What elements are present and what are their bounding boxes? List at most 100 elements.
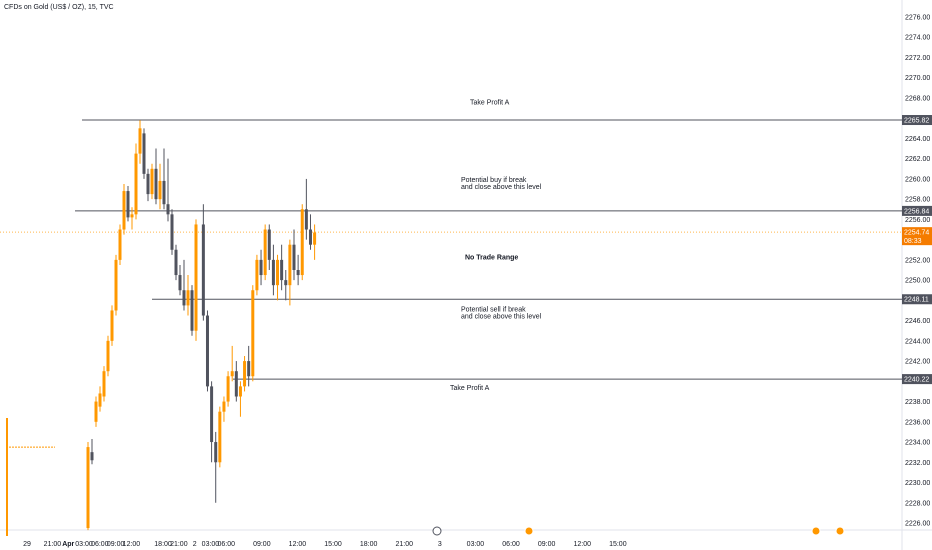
candle [214, 431, 218, 503]
candle [313, 224, 317, 260]
annotation-text: Potential buy if break [461, 177, 527, 184]
x-tick-label: 21:00 [170, 541, 188, 548]
x-tick-label: Apr [62, 541, 74, 548]
y-tick-label: 2230.00 [905, 480, 930, 487]
candle-body [313, 232, 317, 245]
level-badge-label: 2265.82 [904, 118, 929, 125]
level-badge [902, 115, 932, 126]
candle-body [158, 180, 162, 200]
y-tick-label: 2246.00 [905, 318, 930, 325]
candle-body [126, 191, 130, 218]
x-tick-label: 03:00 [202, 541, 220, 548]
candle-body [201, 224, 205, 316]
y-tick-label: 2262.00 [905, 156, 930, 163]
y-tick-label: 2244.00 [905, 338, 930, 345]
candle [138, 120, 142, 164]
candle-body [210, 386, 214, 443]
level-badge [902, 294, 932, 305]
x-tick-label: 29 [23, 541, 31, 548]
current-price-label: 2254.74 [904, 230, 929, 237]
candle [166, 158, 170, 222]
candle [154, 148, 158, 205]
candle [178, 264, 182, 296]
candle-body [110, 310, 114, 341]
candle [86, 442, 90, 531]
candle-body [90, 452, 94, 461]
candle [194, 219, 198, 341]
candle-body [255, 259, 259, 291]
candle [114, 254, 118, 316]
candle-body [166, 204, 170, 215]
y-tick-label: 2264.00 [905, 136, 930, 143]
chart-title: CFDs on Gold (US$ / OZ), 15, TVC [4, 4, 114, 11]
candle-body [230, 371, 234, 377]
flag-icon [835, 526, 845, 536]
candle [186, 275, 190, 316]
y-tick-label: 2274.00 [905, 35, 930, 42]
candle-body [102, 371, 106, 397]
candle [280, 244, 284, 291]
y-tick-label: 2236.00 [905, 419, 930, 426]
candle [226, 371, 230, 407]
candle [110, 305, 114, 346]
candle-body [118, 229, 122, 260]
x-tick-label: 18:00 [154, 541, 172, 548]
y-tick-label: 2250.00 [905, 278, 930, 285]
candle [90, 439, 94, 465]
flag-icon [811, 526, 821, 536]
candle-body [130, 214, 134, 218]
candle [210, 381, 214, 463]
y-tick-label: 2252.00 [905, 257, 930, 264]
candle-body [234, 371, 238, 397]
y-tick-label: 2226.00 [905, 521, 930, 528]
candle [300, 204, 304, 281]
candle [292, 229, 296, 281]
y-tick-label: 2260.00 [905, 176, 930, 183]
level-badge-label: 2248.11 [904, 297, 929, 304]
candle-body [304, 209, 308, 230]
candle [263, 224, 267, 281]
level-badge [902, 205, 932, 216]
candle [142, 128, 146, 179]
candle-body [218, 411, 222, 463]
x-tick-label: 09:00 [253, 541, 271, 548]
x-tick-label: 18:00 [360, 541, 378, 548]
annotation-text: Take Profit A [450, 385, 490, 392]
candle-body [214, 442, 218, 463]
x-tick-label: 12:00 [573, 541, 591, 548]
candle-body [142, 133, 146, 174]
x-tick-label: 03:00 [467, 541, 485, 548]
x-tick-label: 06:00 [91, 541, 109, 548]
y-tick-label: 2276.00 [905, 15, 930, 22]
candle [190, 285, 194, 336]
level-badge-label: 2256.84 [904, 208, 929, 215]
candle [247, 345, 251, 387]
candle [238, 381, 242, 417]
candle-body [205, 315, 209, 387]
annotation-text: Take Profit A [470, 100, 510, 107]
candle-body [259, 259, 263, 276]
x-tick-label: 12:00 [123, 541, 141, 548]
annotation-text: No Trade Range [465, 254, 518, 261]
candle-body [288, 244, 292, 286]
candle-body [276, 259, 280, 286]
candle [218, 406, 222, 468]
y-tick-label: 2232.00 [905, 460, 930, 467]
candle-body [146, 173, 150, 195]
candle-body [308, 229, 312, 245]
candle [134, 143, 138, 220]
candle [106, 335, 110, 377]
annotation-text: Potential sell if break [461, 306, 526, 313]
annotation-text: and close above this level [461, 184, 542, 191]
y-tick-label: 2238.00 [905, 399, 930, 406]
candle [271, 244, 275, 296]
candle-body [174, 249, 178, 276]
candle [259, 249, 263, 286]
candle [205, 310, 209, 392]
y-tick-label: 2258.00 [905, 197, 930, 204]
candle-body [251, 290, 255, 377]
candle-body [296, 270, 300, 276]
candle [276, 254, 280, 301]
candle [102, 366, 106, 402]
